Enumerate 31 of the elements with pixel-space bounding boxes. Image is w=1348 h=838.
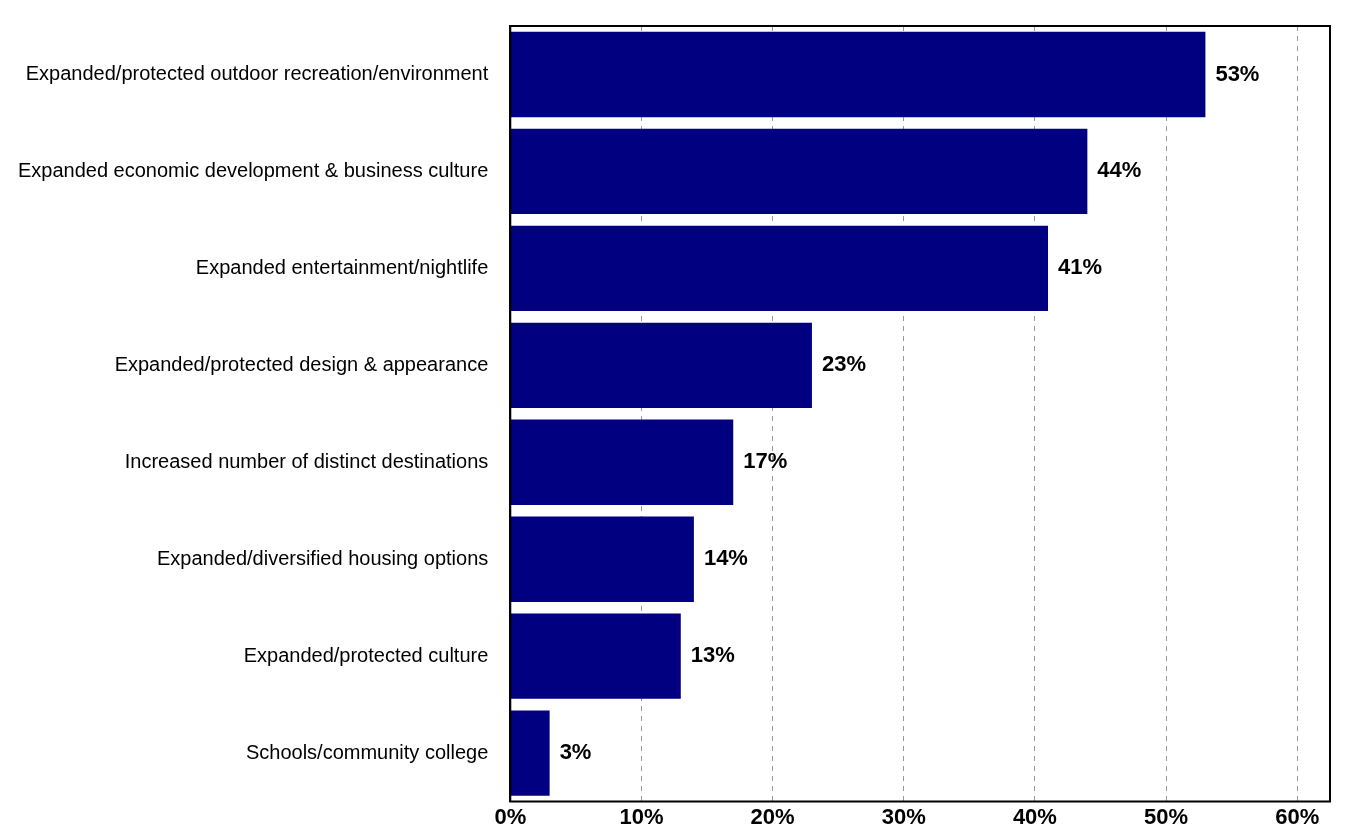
data-label: 23% <box>821 351 866 377</box>
data-label: 14% <box>703 545 748 571</box>
data-label: 41% <box>1058 254 1103 280</box>
bar <box>510 710 550 796</box>
x-tick-label: 50% <box>1144 803 1189 829</box>
bar <box>510 613 681 699</box>
y-tick-label: Expanded entertainment/nightlife <box>195 255 489 278</box>
y-tick-label: Expanded/protected design & appearance <box>114 352 489 375</box>
bar <box>510 516 694 602</box>
bar <box>510 322 812 408</box>
data-label: 3% <box>559 739 592 765</box>
x-tick-label: 30% <box>881 803 926 829</box>
data-label: 53% <box>1215 60 1260 86</box>
x-tick-label: 10% <box>619 803 664 829</box>
x-tick-label: 60% <box>1275 803 1320 829</box>
data-label: 17% <box>743 448 788 474</box>
x-tick-label: 0% <box>494 803 527 829</box>
x-tick-label: 40% <box>1012 803 1057 829</box>
y-tick-label: Expanded/protected culture <box>243 643 489 666</box>
x-tick-label: 20% <box>750 803 795 829</box>
y-tick-label: Expanded economic development & business culture <box>17 158 489 181</box>
bar <box>510 225 1049 312</box>
y-tick-label: Expanded/diversified housing options <box>156 546 489 569</box>
data-label: 13% <box>690 642 735 668</box>
data-label: 44% <box>1097 157 1142 183</box>
bar <box>510 128 1088 215</box>
y-tick-label: Expanded/protected outdoor recreation/environment <box>25 61 489 84</box>
bar <box>510 419 734 505</box>
y-tick-label: Increased number of distinct destinations <box>124 449 489 472</box>
y-tick-label: Schools/community college <box>245 740 489 763</box>
bar <box>510 31 1206 118</box>
